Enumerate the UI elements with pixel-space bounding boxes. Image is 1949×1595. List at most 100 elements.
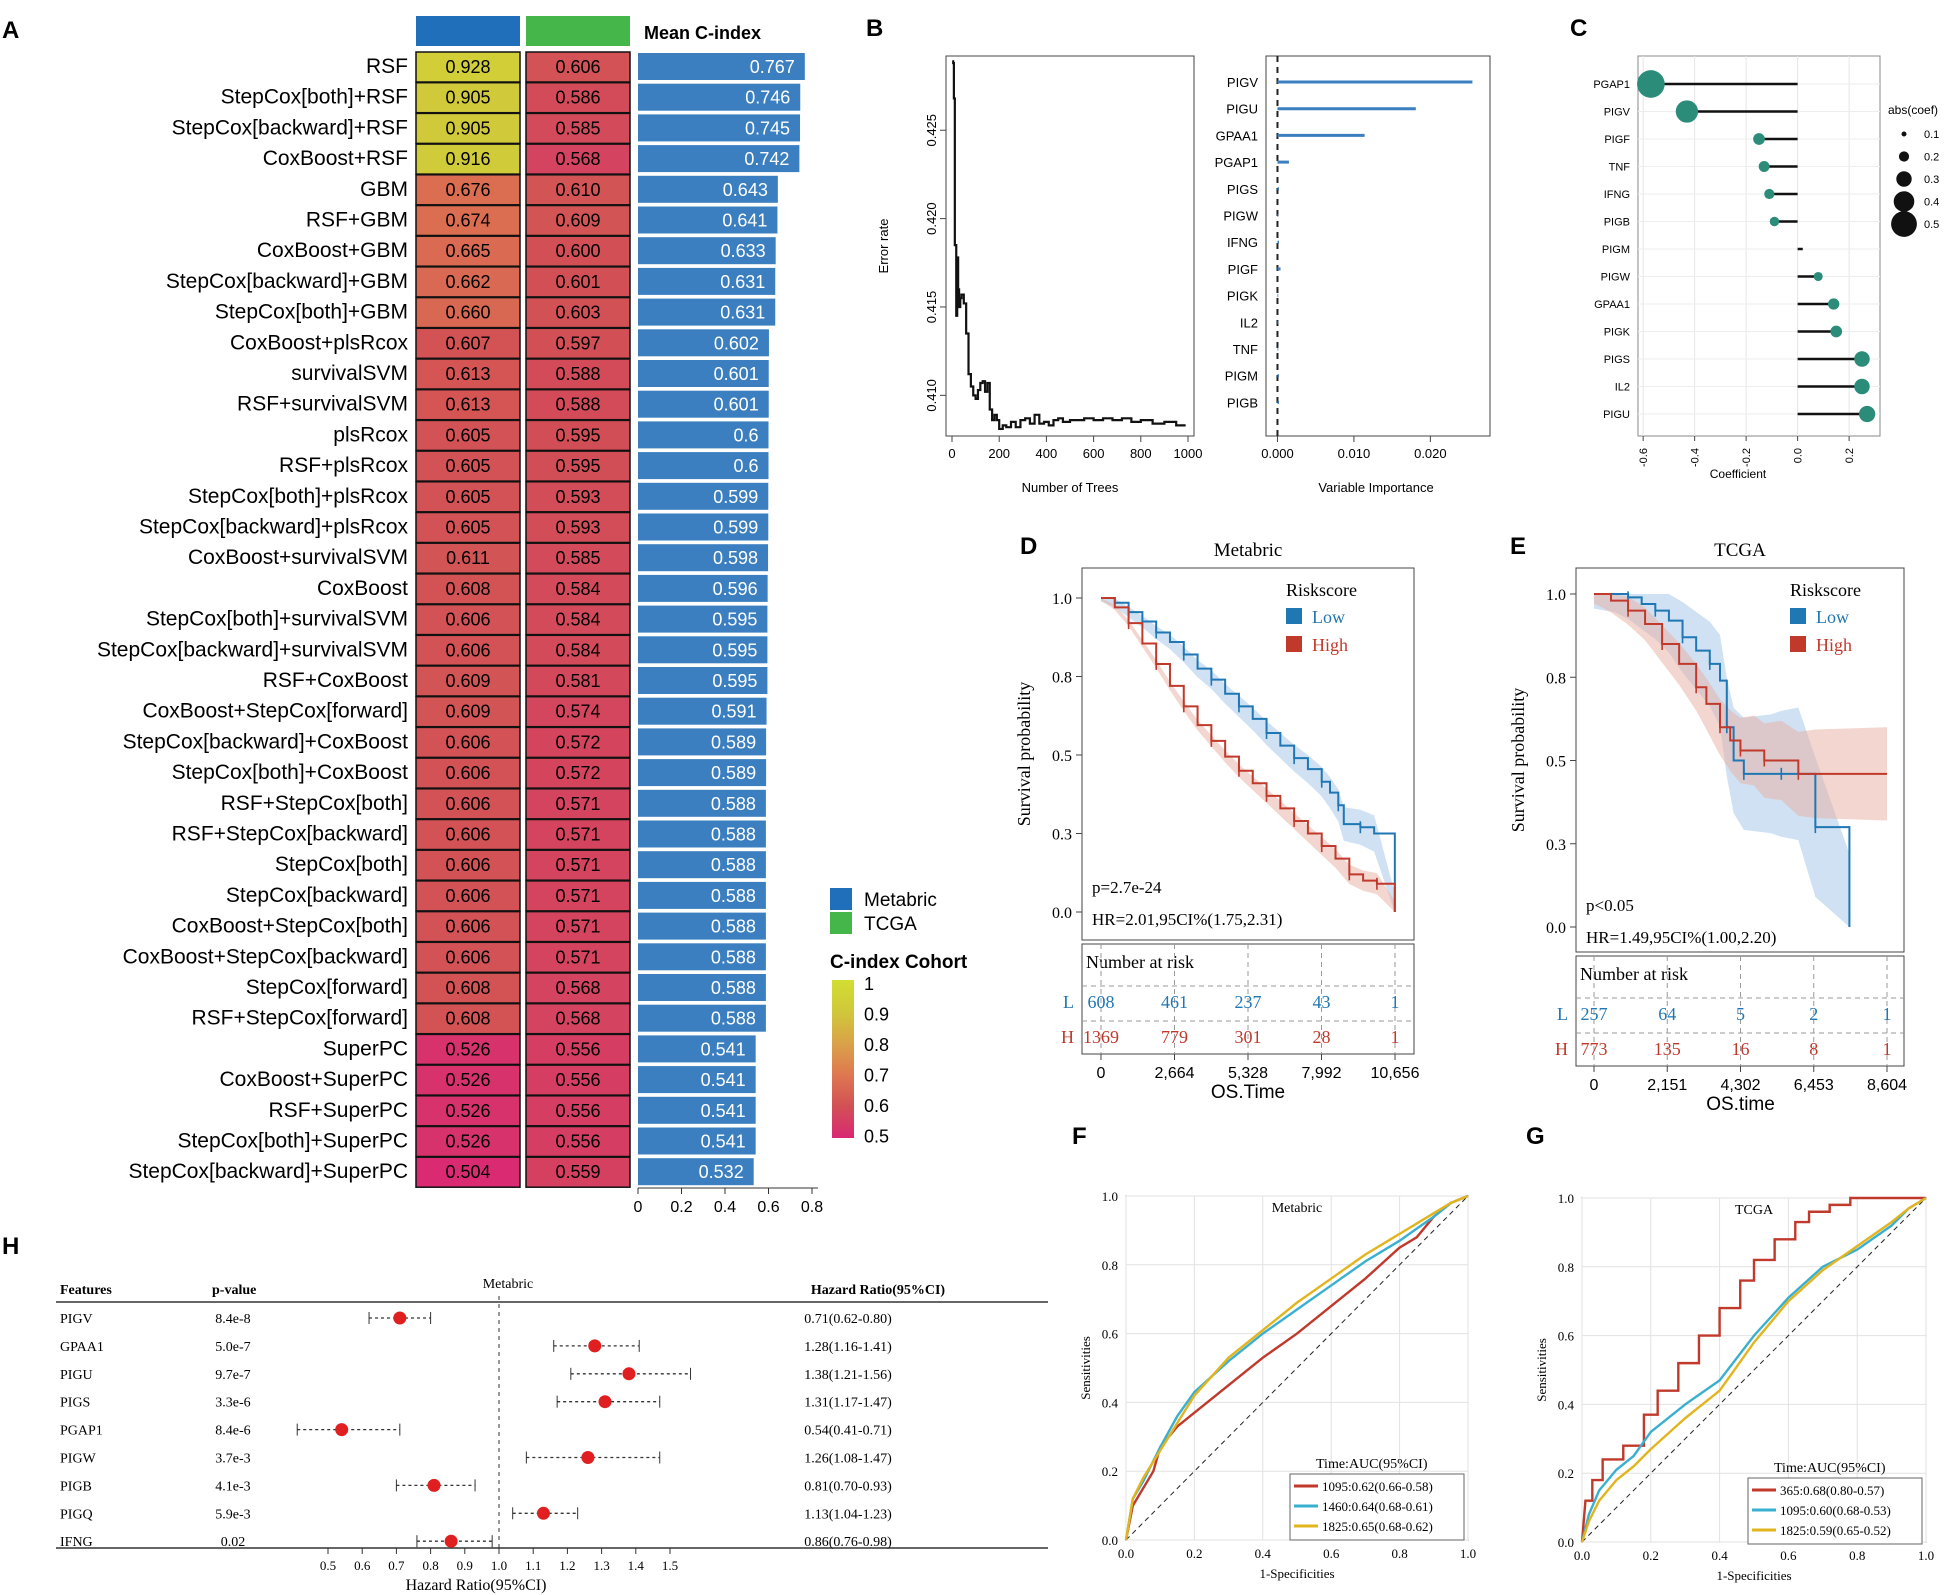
hr-value: 1.26(1.08-1.47) xyxy=(804,1452,892,1467)
tcga-cell xyxy=(525,511,631,544)
tcga-value: 0.571 xyxy=(555,947,600,967)
mean-cindex-title: Mean C-index xyxy=(644,23,761,43)
p-value: 3.7e-3 xyxy=(215,1452,250,1467)
metabric-value: 0.606 xyxy=(445,610,490,630)
mean-value: 0.601 xyxy=(714,395,759,415)
mean-value: 0.595 xyxy=(712,640,757,660)
legend-metabric-label: Metabric xyxy=(864,890,937,911)
x-tick-label: 0.2 xyxy=(1643,1548,1659,1563)
risk-count: 773 xyxy=(1581,1039,1608,1059)
tcga-value: 0.593 xyxy=(555,518,600,538)
mean-bar xyxy=(638,544,769,572)
row-label: StepCox[both]+SuperPC xyxy=(177,1130,408,1153)
coef-dot xyxy=(1858,405,1876,423)
tcga-value: 0.584 xyxy=(555,610,600,630)
metabric-value: 0.608 xyxy=(445,1009,490,1029)
x-tick-label: 0 xyxy=(634,1199,643,1216)
p-value: 8.4e-6 xyxy=(215,1424,250,1439)
x-tick-label: 0.9 xyxy=(457,1558,473,1573)
hr-point xyxy=(427,1478,441,1492)
mean-value: 0.541 xyxy=(701,1070,746,1090)
y-tick-label: 1.0 xyxy=(1052,591,1072,608)
hr-point xyxy=(588,1339,602,1353)
x-tick-label: -0.4 xyxy=(1690,448,1702,467)
legend-high-swatch xyxy=(1286,636,1302,652)
x-tick-label: 0 xyxy=(948,446,955,461)
tcga-cell xyxy=(525,910,631,943)
mean-value: 0.643 xyxy=(723,180,768,200)
y-axis-label: Error rate xyxy=(876,219,891,274)
tcga-value: 0.606 xyxy=(555,57,600,77)
hr-value: 1.13(1.04-1.23) xyxy=(804,1507,892,1522)
coef-dot xyxy=(1854,351,1870,367)
metabric-value: 0.674 xyxy=(445,211,490,231)
risk-count: 1 xyxy=(1883,1039,1892,1059)
coef-label: PIGS xyxy=(1604,354,1630,366)
hr-text: HR=1.49,95CI%(1.00,2.20) xyxy=(1586,928,1776,947)
mean-bar xyxy=(638,390,769,418)
x-tick-label: 600 xyxy=(1083,446,1105,461)
importance-label: PGAP1 xyxy=(1215,155,1258,170)
mean-bar xyxy=(638,667,768,694)
mean-bar xyxy=(638,820,766,848)
mean-value: 0.599 xyxy=(713,518,758,538)
metabric-value: 0.606 xyxy=(445,825,490,845)
x-tick-label: 0.6 xyxy=(1323,1546,1340,1561)
row-label: CoxBoost+plsRcox xyxy=(230,331,408,354)
plot-frame xyxy=(945,55,1195,437)
panel-label-f: F xyxy=(1072,1123,1087,1150)
mean-bar xyxy=(638,1035,756,1063)
coef-dot xyxy=(1764,188,1775,200)
row-label: StepCox[backward]+RSF xyxy=(172,116,408,139)
mean-value: 0.589 xyxy=(711,732,756,752)
feature-label: PIGS xyxy=(60,1396,90,1411)
metabric-cell xyxy=(415,1125,521,1158)
legend-high-label: High xyxy=(1816,635,1852,655)
size-legend-label: 0.2 xyxy=(1924,152,1939,164)
x-tick-label: 5,328 xyxy=(1228,1065,1268,1082)
tcga-cell xyxy=(525,450,631,482)
metabric-cell xyxy=(415,695,521,728)
metabric-value: 0.609 xyxy=(445,671,490,691)
row-label: RSF+StepCox[both] xyxy=(221,792,408,815)
p-value: 9.7e-7 xyxy=(215,1368,250,1383)
x-tick-label: 1.4 xyxy=(628,1558,645,1573)
y-tick-label: 0.4 xyxy=(1102,1395,1119,1410)
x-tick-label: 1.0 xyxy=(1918,1548,1934,1563)
metabric-cell xyxy=(415,81,521,114)
metabric-cell xyxy=(415,818,521,851)
row-label: StepCox[backward]+survivalSVM xyxy=(97,638,408,661)
panel-b-error-rate-plot: 0 200 400 600 800 1000 0.410 0.415 0.420 0.425 Num… xyxy=(876,55,1202,495)
risk-table-title: Number at risk xyxy=(1086,952,1194,972)
mean-value: 0.588 xyxy=(711,794,756,814)
tcga-value: 0.568 xyxy=(555,149,600,169)
x-axis-label: Coefficient xyxy=(1710,467,1767,481)
row-label: CoxBoost+StepCox[both] xyxy=(172,915,408,938)
x-tick-label: 0.8 xyxy=(422,1558,438,1573)
coef-dot xyxy=(1769,216,1780,227)
x-tick-label: 0.8 xyxy=(801,1199,823,1216)
row-label: StepCox[backward]+GBM xyxy=(166,270,408,293)
p-value: 4.1e-3 xyxy=(215,1479,250,1494)
hr-value: 1.31(1.17-1.47) xyxy=(804,1396,892,1411)
size-legend-label: 0.1 xyxy=(1924,129,1939,141)
importance-label: PIGS xyxy=(1227,182,1258,197)
risk-count: 1 xyxy=(1391,1027,1400,1047)
row-label: StepCox[backward] xyxy=(226,884,408,907)
hr-point xyxy=(598,1395,612,1409)
scale-tick-label: 0.5 xyxy=(864,1127,889,1147)
hr-value: 0.71(0.62-0.80) xyxy=(804,1312,892,1327)
tcga-cell xyxy=(525,235,631,267)
size-legend-label: 0.4 xyxy=(1924,197,1939,209)
row-label: StepCox[forward] xyxy=(246,976,408,999)
p-value: 0.02 xyxy=(221,1535,246,1550)
x-tick-label: 0.4 xyxy=(1711,1548,1728,1563)
feature-label: PIGV xyxy=(60,1312,93,1327)
panel-label-a: A xyxy=(2,17,19,44)
mean-value: 0.588 xyxy=(711,825,756,845)
x-tick-label: 0.0 xyxy=(1574,1548,1590,1563)
importance-label: GPAA1 xyxy=(1216,128,1258,143)
metabric-value: 0.526 xyxy=(445,1101,490,1121)
row-label: SuperPC xyxy=(323,1037,408,1060)
row-label: CoxBoost+StepCox[forward] xyxy=(142,700,408,723)
